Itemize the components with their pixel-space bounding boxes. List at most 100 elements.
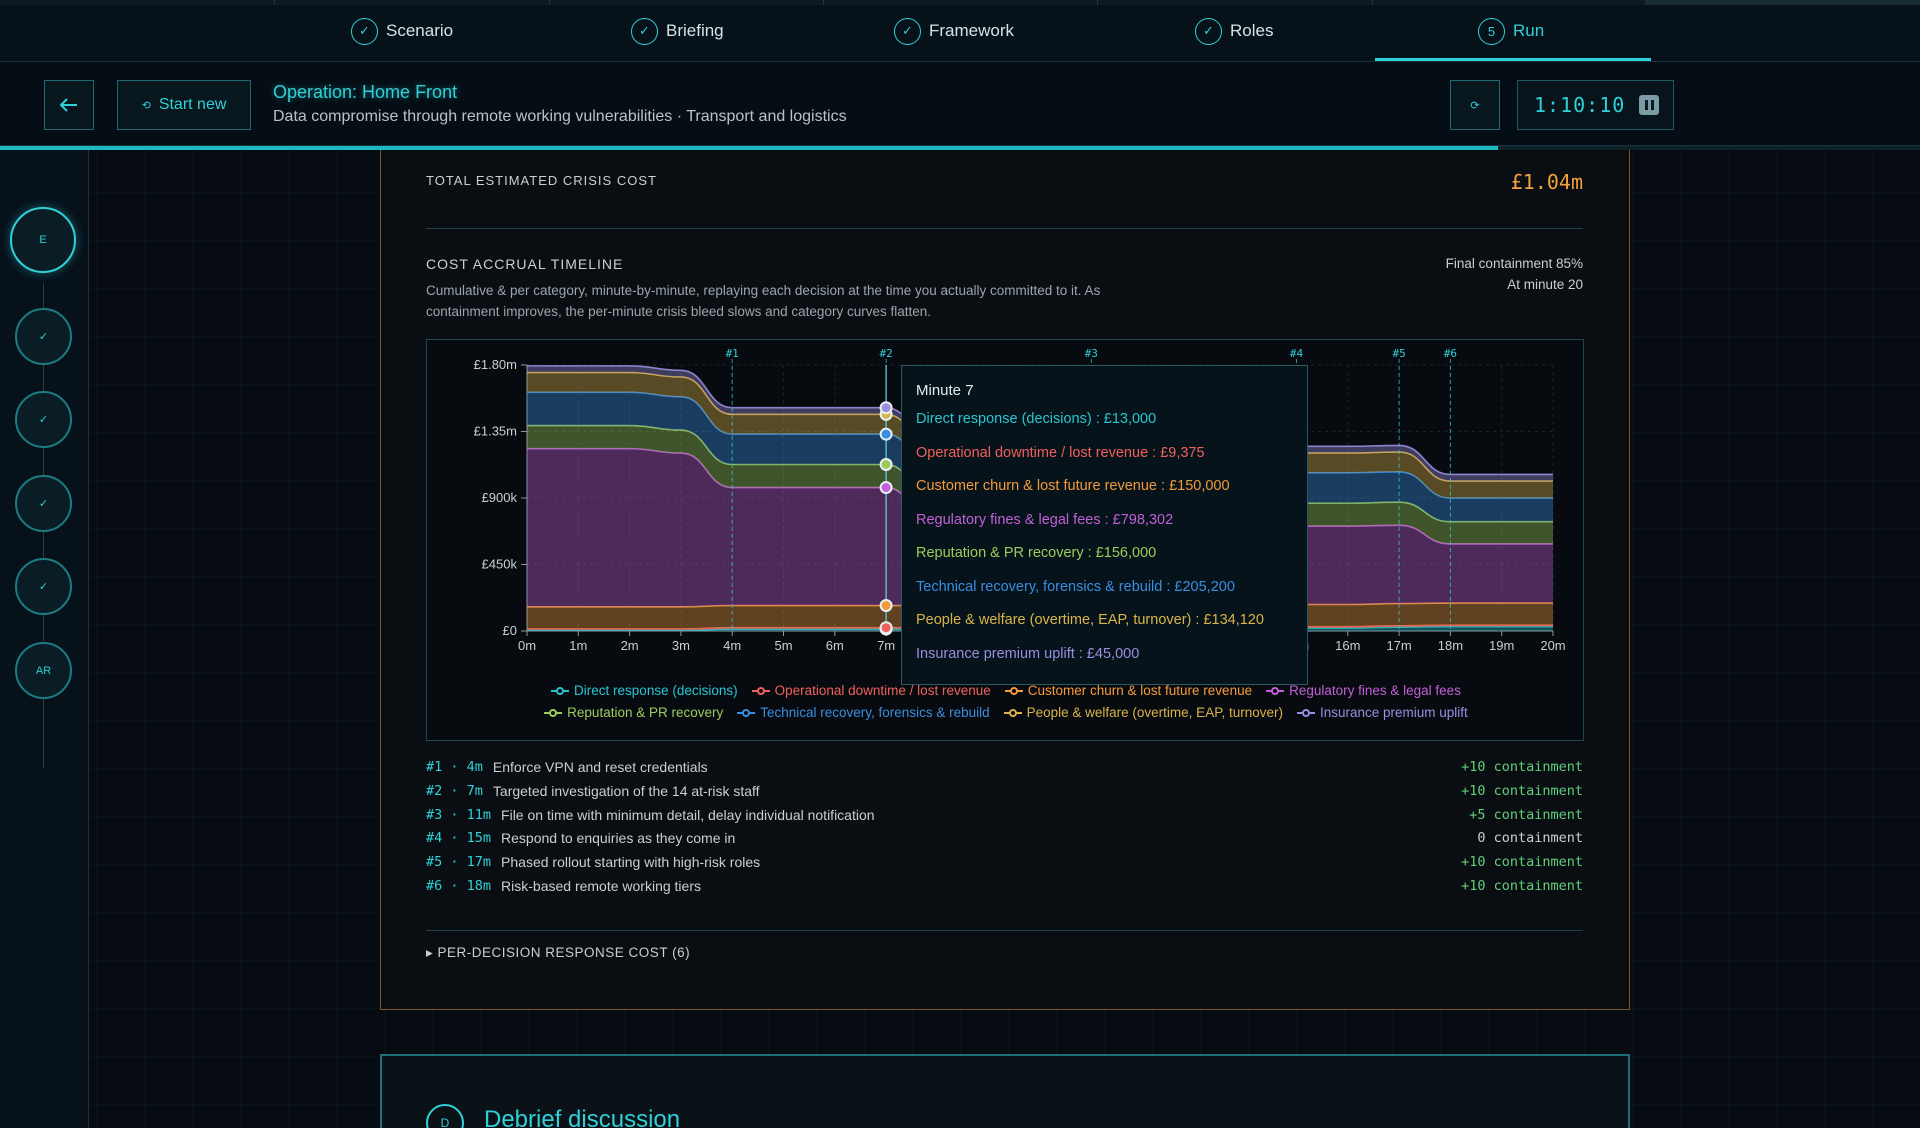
containment-gain: 0 containment xyxy=(1477,830,1583,847)
refresh-button[interactable]: ⟳ xyxy=(1450,80,1500,130)
legend-swatch-icon xyxy=(1003,708,1022,718)
decision-marker-label: #1 xyxy=(726,347,739,360)
step-label: Framework xyxy=(929,21,1015,40)
decision-row: #2 · 7m Targeted investigation of the 14 … xyxy=(426,781,1583,801)
tooltip-row: Reputation & PR recovery : £156,000 xyxy=(916,545,1157,561)
participant-rail: E ✓ ✓ ✓ ✓ AR xyxy=(0,150,89,1128)
session-timer: 1:10:10 xyxy=(1517,80,1674,130)
legend-swatch-icon xyxy=(737,708,756,718)
pause-button[interactable] xyxy=(1639,95,1660,115)
x-tick-label: 7m xyxy=(877,638,895,653)
x-tick-label: 2m xyxy=(621,638,639,653)
legend-label: Insurance premium uplift xyxy=(1319,705,1468,720)
step-briefing[interactable]: ✓ Briefing xyxy=(631,16,724,46)
legend-label: Operational downtime / lost revenue xyxy=(774,683,991,698)
check-icon: ✓ xyxy=(631,17,658,45)
decision-marker-label: #5 xyxy=(1392,347,1405,360)
decision-marker-label: #6 xyxy=(1444,347,1457,360)
wizard-stepper: ✓ Scenario ✓ Briefing ✓ Framework ✓ Role… xyxy=(0,0,1920,62)
hover-point xyxy=(879,427,893,441)
rail-node-check[interactable]: ✓ xyxy=(15,391,72,448)
x-tick-label: 4m xyxy=(723,638,741,653)
rail-node-check[interactable]: ✓ xyxy=(15,475,72,532)
legend-item[interactable]: Insurance premium uplift xyxy=(1296,705,1468,720)
step-framework[interactable]: ✓ Framework xyxy=(894,16,1014,46)
x-tick-label: 19m xyxy=(1489,638,1514,653)
chart-legend-row2: Reputation & PR recovery Technical recove… xyxy=(427,705,1585,720)
total-cost-value: £1.04m xyxy=(1510,170,1583,194)
rail-node-check[interactable]: ✓ xyxy=(15,558,72,615)
start-new-label: Start new xyxy=(158,96,227,113)
legend-item[interactable]: Technical recovery, forensics & rebuild xyxy=(737,705,990,720)
step-scenario[interactable]: ✓ Scenario xyxy=(351,16,453,46)
legend-item[interactable]: Operational downtime / lost revenue xyxy=(751,683,991,698)
legend-swatch-icon xyxy=(544,708,563,718)
decision-row: #6 · 18m Risk-based remote working tiers +… xyxy=(426,876,1583,896)
tooltip-row: Insurance premium uplift : £45,000 xyxy=(916,645,1140,662)
rail-node-ar[interactable]: AR xyxy=(15,642,72,699)
x-tick-label: 18m xyxy=(1438,638,1463,653)
decision-number: #6 · 18m xyxy=(426,878,492,894)
step-label: Briefing xyxy=(666,21,724,40)
x-tick-label: 16m xyxy=(1335,638,1360,653)
decision-text: Risk-based remote working tiers xyxy=(501,878,701,894)
legend-swatch-icon xyxy=(1296,708,1315,718)
decision-marker-label: #3 xyxy=(1085,347,1098,360)
step-run[interactable]: 5 Run xyxy=(1478,16,1544,46)
decision-number: #4 · 15m xyxy=(426,830,492,847)
at-minute: At minute 20 xyxy=(1507,277,1583,292)
timer-value: 1:10:10 xyxy=(1534,93,1626,117)
x-tick-label: 3m xyxy=(672,638,690,653)
hover-point xyxy=(879,401,893,415)
step-roles[interactable]: ✓ Roles xyxy=(1195,16,1273,46)
back-button[interactable] xyxy=(44,80,94,130)
decision-number: #5 · 17m xyxy=(426,854,492,871)
y-tick-label: £450k xyxy=(482,557,518,572)
legend-item[interactable]: Direct response (decisions) xyxy=(551,683,738,698)
timeline-label: COST ACCRUAL TIMELINE xyxy=(426,256,624,272)
scenario-title: Operation: Home Front xyxy=(273,82,458,102)
x-tick-label: 17m xyxy=(1386,638,1411,653)
tooltip-row: Operational downtime / lost revenue : £9… xyxy=(916,444,1205,461)
decision-row: #4 · 15m Respond to enquiries as they com… xyxy=(426,828,1583,848)
x-tick-label: 0m xyxy=(518,638,536,653)
rail-node-check[interactable]: ✓ xyxy=(15,308,72,365)
check-icon: ✓ xyxy=(1195,17,1222,45)
x-tick-label: 20m xyxy=(1540,638,1565,653)
stepper-top-track xyxy=(0,0,1920,5)
hover-point xyxy=(879,621,893,635)
legend-item[interactable]: Customer churn & lost future revenue xyxy=(1004,683,1252,698)
y-tick-label: £900k xyxy=(482,490,518,505)
containment-gain: +10 containment xyxy=(1461,854,1583,871)
decision-marker-label: #4 xyxy=(1290,347,1304,360)
legend-label: Regulatory fines & legal fees xyxy=(1289,683,1461,698)
tooltip-row: Direct response (decisions) : £13,000 xyxy=(916,411,1157,427)
decision-number: #1 · 4m xyxy=(426,759,483,775)
per-decision-cost-toggle[interactable]: ▸ PER-DECISION RESPONSE COST (6) xyxy=(426,945,691,960)
debrief-badge: D xyxy=(426,1104,464,1128)
decision-number: #3 · 11m xyxy=(426,806,492,823)
tooltip-row: People & welfare (overtime, EAP, turnove… xyxy=(916,612,1264,628)
rail-node-e[interactable]: E xyxy=(10,207,76,273)
tooltip-row: Regulatory fines & legal fees : £798,302 xyxy=(916,511,1174,528)
legend-item[interactable]: Reputation & PR recovery xyxy=(544,705,723,720)
legend-swatch-icon xyxy=(551,686,570,696)
total-cost-label: TOTAL ESTIMATED CRISIS COST xyxy=(426,173,657,188)
timeline-description-line1: Cumulative & per category, minute-by-min… xyxy=(426,283,1101,298)
x-tick-label: 5m xyxy=(774,638,792,653)
legend-item[interactable]: People & welfare (overtime, EAP, turnove… xyxy=(1003,705,1283,720)
chart-tooltip: Minute 7 Direct response (decisions) : £… xyxy=(901,365,1308,685)
check-icon: ✓ xyxy=(894,17,921,45)
legend-label: Reputation & PR recovery xyxy=(567,705,724,720)
final-containment: Final containment 85% xyxy=(1445,256,1583,271)
legend-label: Direct response (decisions) xyxy=(574,683,738,698)
decision-text: Phased rollout starting with high-risk r… xyxy=(501,854,761,871)
timeline-description-line2: containment improves, the per-minute cri… xyxy=(426,304,931,319)
start-new-button[interactable]: ⟲ Start new xyxy=(117,80,251,130)
decision-text: Respond to enquiries as they come in xyxy=(501,830,736,847)
legend-swatch-icon xyxy=(751,686,770,696)
legend-item[interactable]: Regulatory fines & legal fees xyxy=(1266,683,1461,698)
session-progress-fill xyxy=(0,146,1498,150)
x-tick-label: 1m xyxy=(569,638,587,653)
step-number-badge: 5 xyxy=(1478,17,1505,45)
